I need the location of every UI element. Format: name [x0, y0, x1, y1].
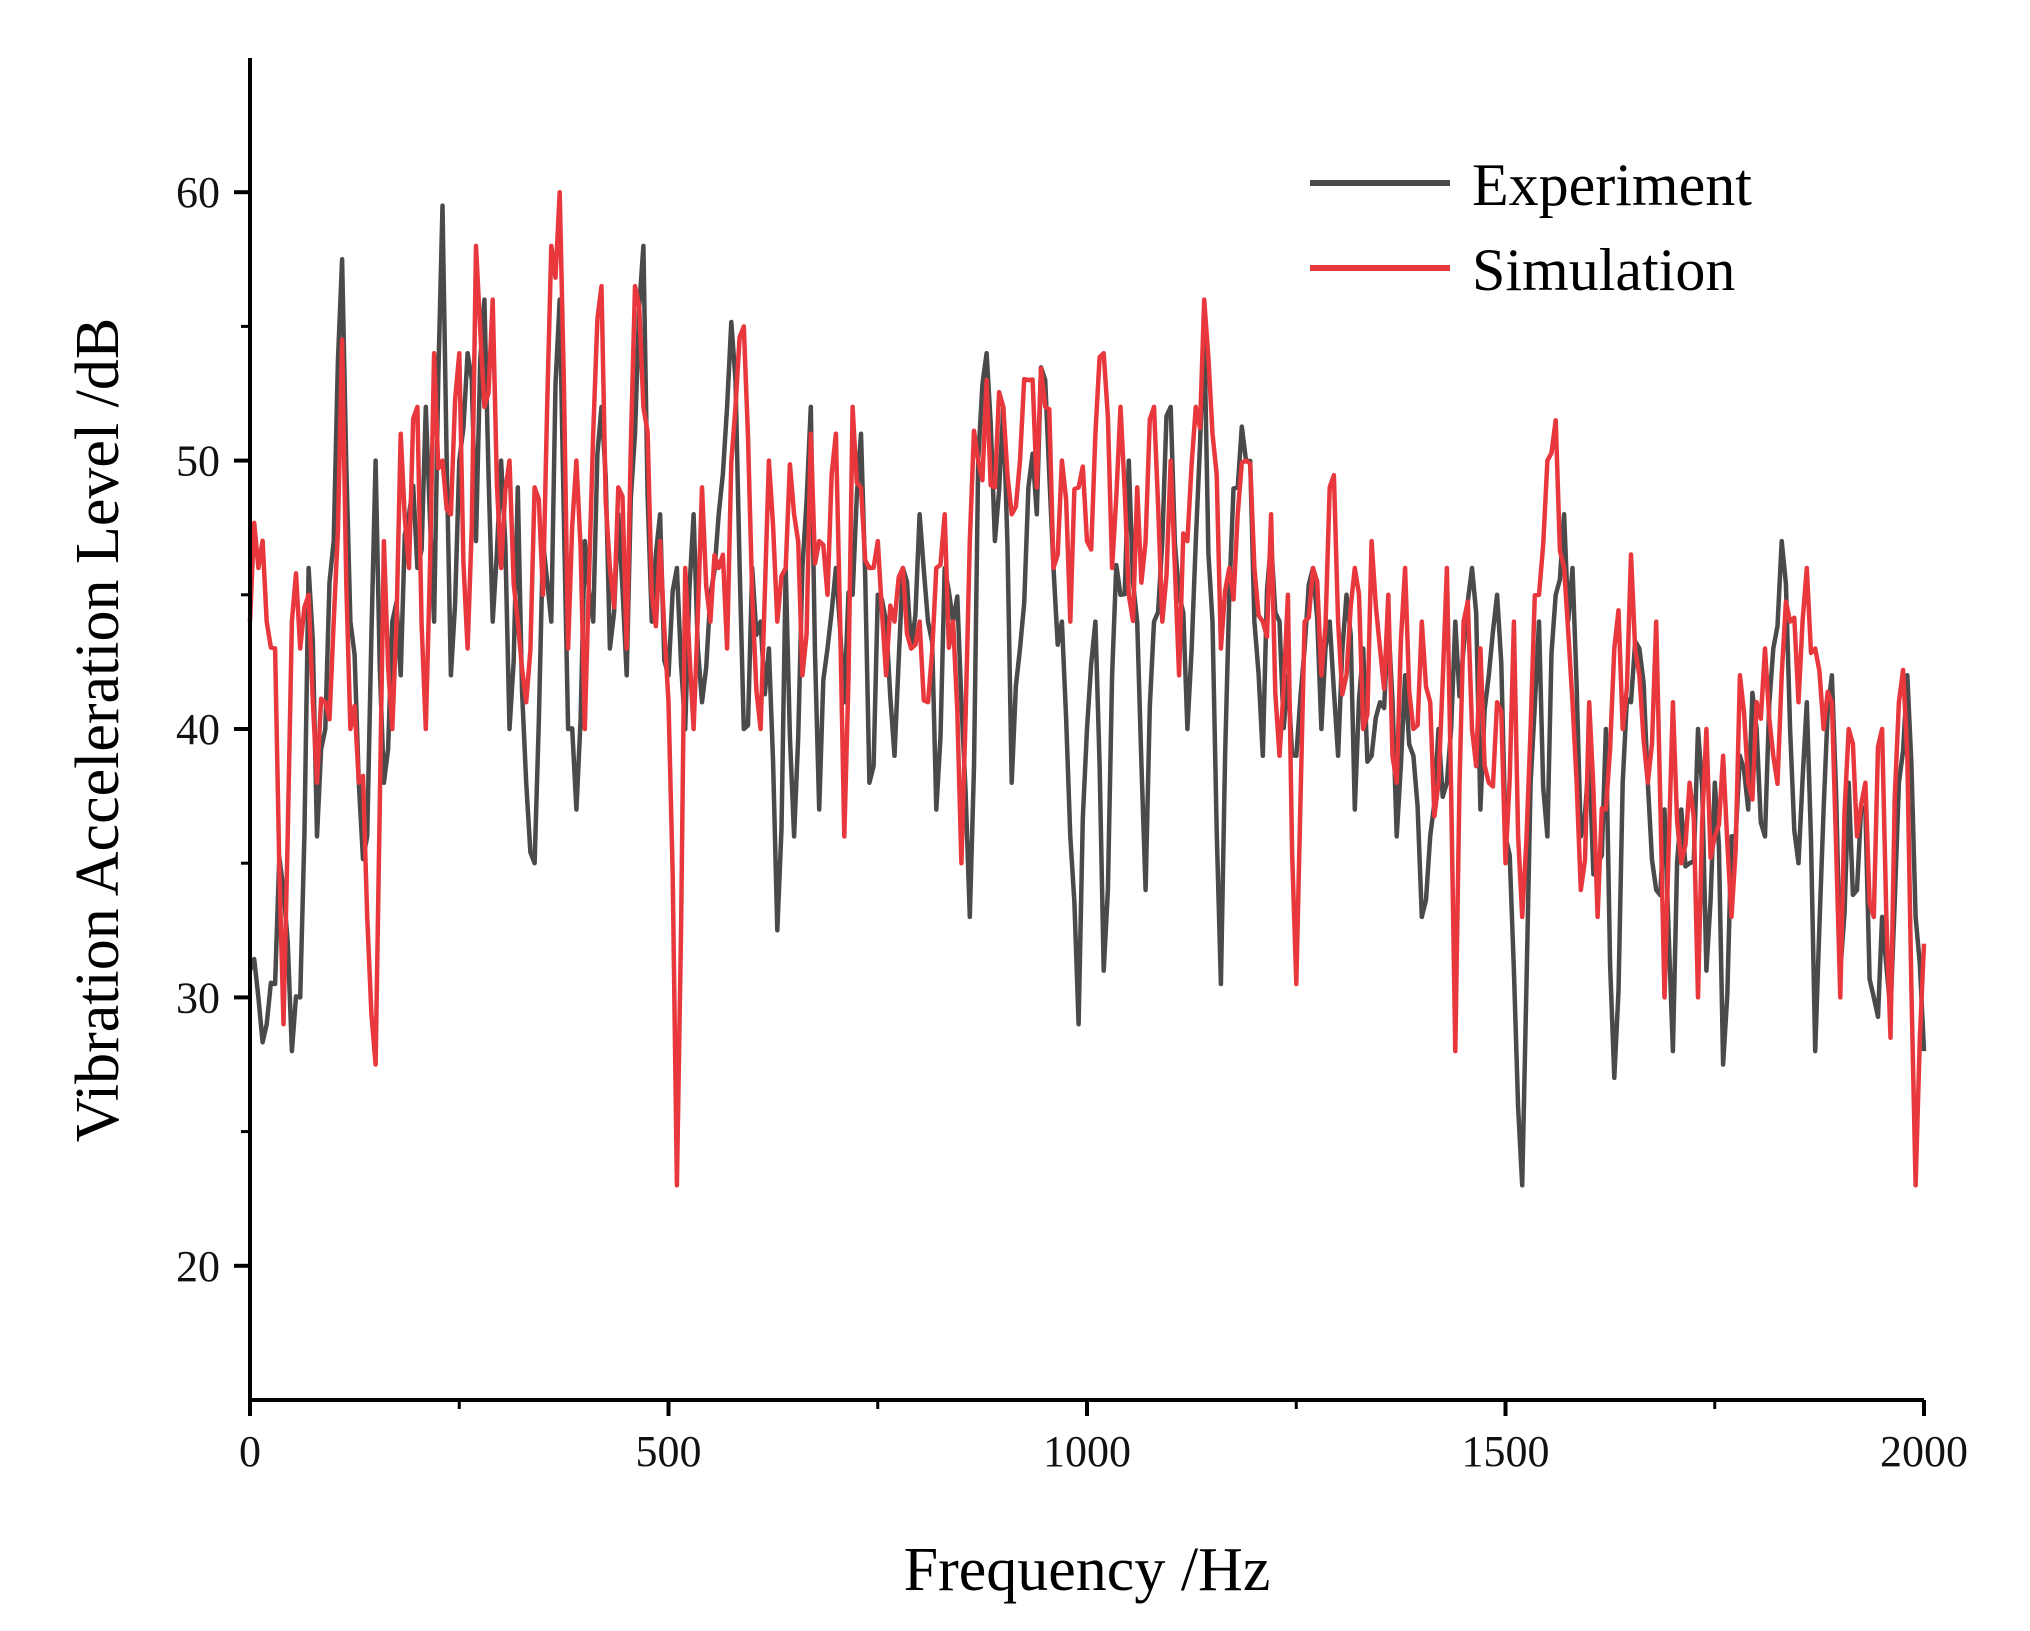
ticks: 0 500 1000 1500 2000 20 30 40 50 60	[176, 168, 1968, 1476]
x-tick-label: 2000	[1880, 1427, 1968, 1476]
x-axis-title: Frequency /Hz	[904, 1536, 1271, 1604]
legend-label-simulation: Simulation	[1472, 237, 1735, 303]
x-tick-label: 0	[239, 1427, 261, 1476]
x-tick-label: 500	[636, 1427, 702, 1476]
y-tick-label: 30	[176, 973, 220, 1022]
legend: Experiment Simulation	[1310, 152, 1752, 303]
y-tick-label: 20	[176, 1242, 220, 1291]
y-tick-label: 60	[176, 168, 220, 217]
series-line-simulation	[247, 189, 1927, 1188]
series-layer	[247, 189, 1927, 1188]
y-tick-label: 50	[176, 437, 220, 486]
y-tick-label: 40	[176, 705, 220, 754]
legend-label-experiment: Experiment	[1472, 152, 1752, 218]
y-axis-title: Vibration Acceleration Level /dB	[64, 318, 132, 1142]
x-tick-label: 1000	[1043, 1427, 1131, 1476]
x-tick-label: 1500	[1462, 1427, 1550, 1476]
series-line-experiment	[247, 203, 1927, 1188]
